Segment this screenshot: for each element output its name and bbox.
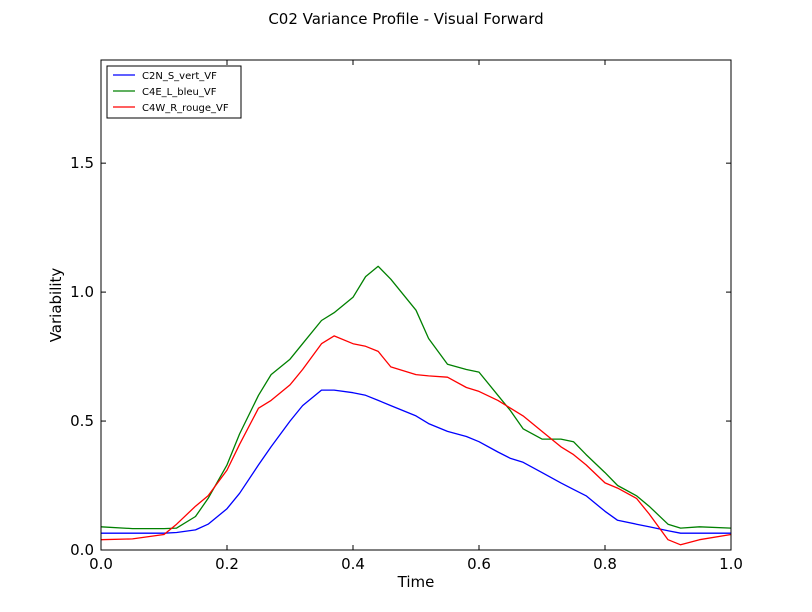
chart-title: C02 Variance Profile - Visual Forward [268, 10, 543, 28]
legend-label-c2n: C2N_S_vert_VF [142, 71, 217, 82]
y-tick-label-0: 0.0 [70, 541, 94, 559]
x-tick-label-1: 0.2 [215, 555, 239, 573]
legend-label-c4e: C4E_L_bleu_VF [142, 87, 217, 98]
series-line-0 [101, 389, 731, 534]
legend: C2N_S_vert_VF C4E_L_bleu_VF C4W_R_rouge_… [106, 65, 242, 119]
x-tick-label-5: 1.0 [719, 555, 743, 573]
series-layer [100, 265, 732, 546]
x-axis-label: Time [397, 573, 435, 591]
y-tick-label-1: 0.5 [70, 412, 94, 430]
x-tick-label-4: 0.8 [593, 555, 617, 573]
x-tick-label-0: 0.0 [89, 555, 113, 573]
legend-label-c4w: C4W_R_rouge_VF [142, 103, 229, 114]
ticks-layer: 0.0 0.2 0.4 0.6 0.8 1.0 0.0 0.5 1.0 1.5 [70, 60, 743, 573]
y-axis-label: Variability [47, 268, 65, 343]
x-tick-label-2: 0.4 [341, 555, 365, 573]
series-line-1 [100, 265, 732, 530]
y-tick-label-3: 1.5 [70, 154, 94, 172]
x-tick-label-3: 0.6 [467, 555, 491, 573]
plot-area [101, 60, 731, 550]
y-tick-label-2: 1.0 [70, 283, 94, 301]
series-line-2 [100, 335, 732, 546]
plot-frame [100, 59, 732, 551]
